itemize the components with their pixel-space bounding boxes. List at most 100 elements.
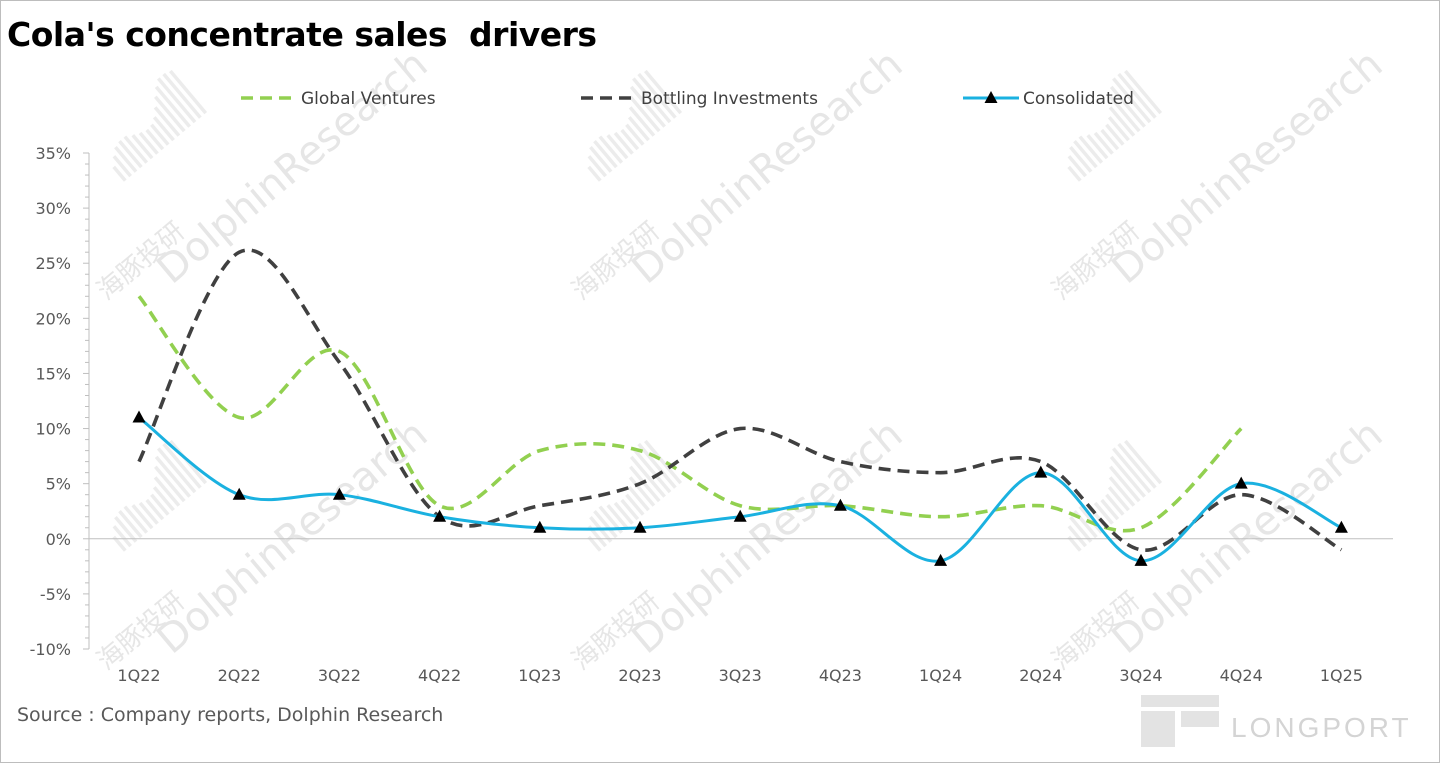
watermark-stripe — [598, 135, 624, 164]
legend-label-bottling-investments: Bottling Investments — [641, 89, 818, 109]
data-point-consolidated — [633, 520, 647, 533]
watermark-stripe — [644, 439, 683, 485]
watermark-stripe — [587, 535, 602, 552]
watermark-en: DolphinResearch — [149, 411, 437, 663]
longport-watermark: LONGPORT — [1231, 712, 1412, 743]
y-tick-label: 30% — [35, 199, 71, 218]
watermark-stripe — [152, 486, 175, 512]
watermark-stripe — [154, 465, 186, 503]
x-tick-label: 1Q23 — [518, 666, 561, 685]
watermark-stripe — [112, 525, 132, 548]
y-tick-label: 0% — [46, 530, 71, 549]
watermark-stripe — [628, 106, 656, 137]
longport-logo-icon — [1141, 695, 1219, 747]
watermark-stripe — [1100, 128, 1120, 151]
watermark-stripe — [632, 447, 672, 494]
series-line-global-ventures — [137, 295, 1243, 533]
y-tick-label: 35% — [35, 144, 71, 163]
watermark-stripe — [606, 504, 629, 530]
x-tick-label: 2Q23 — [618, 666, 661, 685]
watermark-stripe — [644, 69, 683, 115]
data-point-consolidated — [132, 410, 146, 423]
watermark-stripe — [1093, 501, 1114, 525]
x-tick-label: 4Q23 — [819, 666, 862, 685]
watermark-stripe — [1067, 535, 1082, 552]
watermark-stripe — [1078, 505, 1104, 534]
watermark-stripe — [150, 123, 170, 146]
watermark-stripe — [593, 510, 618, 539]
watermark-stripe — [1107, 486, 1130, 512]
watermark-stripe — [154, 85, 191, 128]
watermark-stripe — [154, 455, 191, 498]
watermark-stripe — [1100, 498, 1120, 521]
watermark-stripe — [1069, 516, 1093, 543]
x-tick-label: 1Q25 — [1320, 666, 1363, 685]
watermark-stripe — [162, 72, 202, 119]
watermark-stripe — [145, 128, 165, 151]
x-tick-label: 3Q22 — [318, 666, 361, 685]
y-tick-label: 15% — [35, 364, 71, 383]
watermark-stripe — [620, 128, 640, 151]
watermark-stripe — [587, 165, 602, 182]
legend-marker-consolidated — [984, 91, 998, 103]
data-point-consolidated — [232, 487, 246, 500]
watermark-stripe — [112, 535, 127, 552]
watermark-stripe — [1067, 165, 1082, 182]
data-point-consolidated — [1134, 553, 1148, 566]
source-note: Source : Company reports, Dolphin Resear… — [17, 704, 444, 726]
watermark-stripe — [114, 146, 138, 173]
watermark-stripe — [112, 155, 132, 178]
watermark-stripe — [1109, 85, 1146, 128]
watermark-stripe — [620, 498, 640, 521]
y-tick-label: -5% — [40, 585, 71, 604]
watermark-stripe — [625, 123, 645, 146]
watermark-stripe — [606, 134, 629, 160]
watermark-stripe — [150, 493, 170, 516]
watermark-stripe — [632, 77, 672, 124]
watermark-stripe — [1067, 155, 1087, 178]
legend: Global Ventures Bottling Investments Conso… — [241, 89, 1134, 109]
data-point-consolidated — [1334, 520, 1348, 533]
watermark-en: DolphinResearch — [624, 41, 912, 293]
data-point-consolidated — [934, 553, 948, 566]
watermark-stripe — [1067, 525, 1087, 548]
legend-label-consolidated: Consolidated — [1023, 89, 1134, 109]
watermark-stripe — [157, 77, 197, 124]
axes: -10% -5% 0% 5% 10% 15% 20% 25% 30% 35% 1Q22 2Q22 3Q2… — [30, 144, 1393, 685]
watermark-stripe — [153, 476, 181, 507]
watermark-stripe — [118, 510, 143, 539]
data-point-consolidated — [1034, 465, 1048, 478]
watermark-stripe — [587, 525, 607, 548]
watermark-stripe — [637, 442, 677, 489]
x-tick-label: 2Q22 — [218, 666, 261, 685]
watermark-stripe — [1109, 95, 1141, 133]
watermark-stripe — [1086, 134, 1109, 160]
y-tick-label: 20% — [35, 309, 71, 328]
data-point-consolidated — [332, 487, 346, 500]
data-point-consolidated — [733, 509, 747, 522]
data-point-consolidated — [433, 509, 447, 522]
y-tick-label: -10% — [30, 640, 71, 659]
watermark-stripe — [152, 116, 175, 142]
data-point-consolidated — [533, 520, 547, 533]
watermark-stripe — [629, 455, 666, 498]
watermark-stripe — [1112, 447, 1152, 494]
watermark-stripe — [1107, 116, 1130, 142]
watermark-stripe — [627, 116, 650, 142]
y-tick-label: 5% — [46, 475, 71, 494]
y-tick-label: 25% — [35, 254, 71, 273]
watermark-stripe — [1112, 77, 1152, 124]
watermark-stripe — [587, 155, 607, 178]
watermark-stripe — [114, 516, 138, 543]
watermark-stripe — [112, 165, 127, 182]
watermark-stripe — [1108, 476, 1136, 507]
data-point-consolidated — [833, 498, 847, 511]
data-point-consolidated — [1234, 476, 1248, 489]
watermark-en: DolphinResearch — [1104, 41, 1392, 293]
chart-title: Cola's concentrate sales drivers — [7, 15, 597, 54]
